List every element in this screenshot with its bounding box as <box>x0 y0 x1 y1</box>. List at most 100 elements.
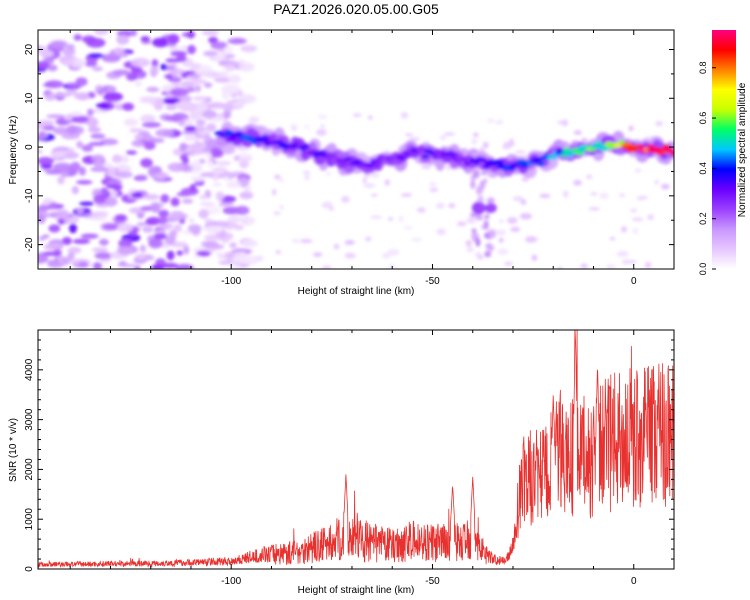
noise-blob-512 <box>61 59 74 66</box>
scatter-blob-654 <box>302 171 311 174</box>
dip-blob-1072 <box>478 183 484 192</box>
noise-blob-203 <box>38 236 46 241</box>
noise-blob-341 <box>80 233 99 239</box>
noise-blob-98 <box>77 207 84 215</box>
scatter-blob-661 <box>471 138 478 145</box>
dip-blob-1065 <box>484 250 492 258</box>
colorbar-gradient <box>712 30 736 269</box>
noise-blob-366 <box>187 224 202 233</box>
spectrogram-heatmap <box>38 30 674 269</box>
scatter-blob-542 <box>279 204 284 210</box>
scatter-blob-653 <box>520 198 527 206</box>
noise-blob-514 <box>42 251 62 256</box>
scatter-blob-547 <box>240 251 246 258</box>
noise-blob-433 <box>76 141 84 149</box>
noise-blob-431 <box>192 96 208 101</box>
noise-blob-190 <box>88 126 101 133</box>
noise-blob-116 <box>223 105 233 113</box>
noise-blob-495 <box>114 214 127 221</box>
noise-blob-298 <box>205 204 221 215</box>
colorbar: 0.0 0.2 0.4 0.6 0.8 Normalized spectral ampl… <box>698 30 748 275</box>
noise-blob-479 <box>153 232 167 240</box>
noise-blob-482 <box>205 225 223 235</box>
noise-blob-249 <box>130 57 151 68</box>
noise-blob-147 <box>38 254 49 264</box>
scatter-blob-640 <box>448 203 456 208</box>
noise-blob-9 <box>142 226 154 233</box>
scatter-blob-643 <box>417 207 426 213</box>
scatter-blob-593 <box>405 133 413 137</box>
noise-blob-411 <box>39 50 54 58</box>
scatter-blob-561 <box>429 182 437 187</box>
scatter-blob-657 <box>237 147 250 151</box>
noise-blob-440 <box>175 264 194 269</box>
scatter-blob-619 <box>275 250 281 255</box>
scatter-blob-626 <box>644 261 652 269</box>
noise-blob-484 <box>86 37 106 48</box>
noise-blob-40 <box>67 246 82 254</box>
noise-blob-510 <box>79 201 95 206</box>
noise-blob-516 <box>215 191 225 202</box>
scatter-blob-524 <box>213 174 219 182</box>
noise-blob-398 <box>195 119 206 126</box>
noise-blob-285 <box>194 84 202 93</box>
noise-blob-337 <box>46 114 66 119</box>
spectrogram-ytick-label-1: -10 <box>24 188 35 203</box>
dip-blob-1074 <box>488 231 496 239</box>
noise-blob-506 <box>195 70 212 76</box>
noise-blob-61 <box>213 77 232 83</box>
scatter-blob-612 <box>622 259 631 265</box>
noise-blob-481 <box>64 116 74 121</box>
scatter-blob-557 <box>456 221 467 227</box>
noise-blob-326 <box>221 201 234 206</box>
noise-blob-293 <box>55 92 72 97</box>
noise-blob-384 <box>169 87 189 97</box>
ridge-core-969 <box>428 150 436 156</box>
scatter-blob-562 <box>482 141 489 149</box>
scatter-blob-545 <box>387 248 400 256</box>
scatter-blob-655 <box>344 240 355 245</box>
noise-blob-322 <box>135 253 147 261</box>
noise-blob-33 <box>44 80 64 89</box>
noise-blob-259 <box>38 149 43 154</box>
scatter-blob-660 <box>494 229 507 236</box>
scatter-blob-641 <box>580 263 588 269</box>
noise-blob-434 <box>198 209 209 219</box>
snr-ytick-label-2: 2000 <box>24 458 35 481</box>
scatter-blob-551 <box>487 118 494 123</box>
noise-blob-468 <box>69 223 77 234</box>
noise-blob-351 <box>76 92 90 101</box>
noise-blob-499 <box>118 238 133 248</box>
scatter-blob-677 <box>557 120 565 125</box>
noise-blob-107 <box>88 141 106 146</box>
scatter-blob-672 <box>411 237 422 242</box>
noise-blob-373 <box>149 138 165 143</box>
snr-ytick-label-0: 0 <box>24 566 35 572</box>
dip-blob-1061 <box>475 237 481 247</box>
noise-blob-199 <box>47 64 58 72</box>
scatter-blob-608 <box>497 248 509 256</box>
scatter-blob-670 <box>363 172 371 178</box>
scatter-blob-679 <box>633 227 638 235</box>
noise-blob-401 <box>61 132 81 140</box>
scatter-blob-532 <box>277 177 285 183</box>
noise-blob-430 <box>163 97 181 105</box>
scatter-blob-586 <box>429 187 439 192</box>
scatter-blob-531 <box>320 124 325 128</box>
noise-blob-488 <box>101 187 108 195</box>
noise-blob-80 <box>216 71 229 78</box>
scatter-blob-627 <box>317 114 328 119</box>
noise-blob-446 <box>223 110 232 119</box>
noise-blob-348 <box>165 105 178 110</box>
noise-blob-369 <box>104 196 118 207</box>
noise-blob-503 <box>184 125 196 132</box>
scatter-blob-588 <box>519 213 532 220</box>
noise-blob-349 <box>203 50 218 57</box>
noise-blob-343 <box>160 63 167 71</box>
noise-blob-360 <box>219 230 227 240</box>
scatter-blob-668 <box>388 217 393 221</box>
scatter-blob-650 <box>655 121 663 127</box>
noise-blob-378 <box>57 175 65 185</box>
ridge-core-1002 <box>533 157 543 163</box>
scatter-blob-605 <box>654 180 659 185</box>
